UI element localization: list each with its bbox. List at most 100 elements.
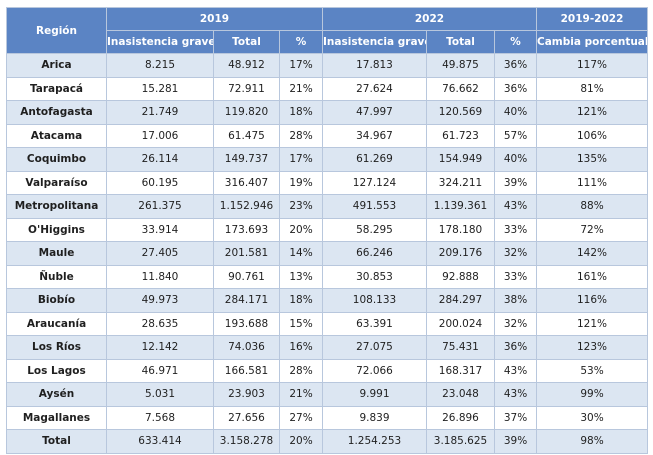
value-cell: 116% bbox=[536, 288, 648, 313]
value-cell: 30.853 bbox=[322, 264, 427, 289]
table-row: Araucanía 28.635 193.688 15% 63.391 200.024 32… bbox=[6, 311, 648, 336]
value-cell: 43% bbox=[494, 382, 537, 407]
region-cell: Metropolitana bbox=[6, 194, 107, 219]
value-cell: 121% bbox=[536, 100, 648, 125]
value-cell: 491.553 bbox=[322, 194, 427, 219]
table-row: Aysén 5.031 23.903 21% 9.991 23.048 43% 99% bbox=[6, 382, 648, 407]
value-cell: 40% bbox=[494, 100, 537, 125]
value-cell: 61.475 bbox=[213, 123, 280, 148]
value-cell: 23.903 bbox=[213, 382, 280, 407]
value-cell: 15.281 bbox=[106, 76, 214, 101]
value-cell: 193.688 bbox=[213, 311, 280, 336]
value-cell: 32% bbox=[494, 241, 537, 266]
group-header: 2019-2022 bbox=[536, 7, 648, 31]
region-cell: Magallanes bbox=[6, 405, 107, 430]
value-cell: 72.911 bbox=[213, 76, 280, 101]
value-cell: 76.662 bbox=[426, 76, 495, 101]
region-cell: Maule bbox=[6, 241, 107, 266]
value-cell: 28% bbox=[279, 358, 323, 383]
table-row: Arica 8.215 48.912 17% 17.813 49.875 36% 117% bbox=[6, 53, 648, 78]
table-row: Valparaíso 60.195 316.407 19% 127.124 324.211… bbox=[6, 170, 648, 195]
value-cell: 27% bbox=[279, 405, 323, 430]
value-cell: 108.133 bbox=[322, 288, 427, 313]
value-cell: 47.997 bbox=[322, 100, 427, 125]
value-cell: 90.761 bbox=[213, 264, 280, 289]
table-body: Arica 8.215 48.912 17% 17.813 49.875 36% 117% Ta… bbox=[6, 53, 648, 454]
value-cell: 121% bbox=[536, 311, 648, 336]
value-cell: 33% bbox=[494, 264, 537, 289]
value-cell: 21% bbox=[279, 382, 323, 407]
value-cell: 61.269 bbox=[322, 147, 427, 172]
value-cell: 57% bbox=[494, 123, 537, 148]
value-cell: 154.949 bbox=[426, 147, 495, 172]
column-header: Inasistencia grave bbox=[322, 30, 427, 54]
value-cell: 28% bbox=[279, 123, 323, 148]
value-cell: 17% bbox=[279, 53, 323, 78]
value-cell: 60.195 bbox=[106, 170, 214, 195]
value-cell: 23.048 bbox=[426, 382, 495, 407]
value-cell: 3.158.278 bbox=[213, 429, 280, 454]
region-cell: Aysén bbox=[6, 382, 107, 407]
region-cell: Los Ríos bbox=[6, 335, 107, 360]
value-cell: 123% bbox=[536, 335, 648, 360]
value-cell: 39% bbox=[494, 170, 537, 195]
group-header: 2019 bbox=[106, 7, 323, 31]
value-cell: 111% bbox=[536, 170, 648, 195]
value-cell: 63.391 bbox=[322, 311, 427, 336]
value-cell: 66.246 bbox=[322, 241, 427, 266]
value-cell: 16% bbox=[279, 335, 323, 360]
value-cell: 9.991 bbox=[322, 382, 427, 407]
column-header: Cambia porcentual bbox=[536, 30, 648, 54]
value-cell: 261.375 bbox=[106, 194, 214, 219]
value-cell: 81% bbox=[536, 76, 648, 101]
value-cell: 36% bbox=[494, 53, 537, 78]
header-cell: Región bbox=[6, 7, 107, 54]
value-cell: 14% bbox=[279, 241, 323, 266]
value-cell: 58.295 bbox=[322, 217, 427, 242]
region-cell: Araucanía bbox=[6, 311, 107, 336]
value-cell: 27.656 bbox=[213, 405, 280, 430]
value-cell: 28.635 bbox=[106, 311, 214, 336]
value-cell: 75.431 bbox=[426, 335, 495, 360]
value-cell: 40% bbox=[494, 147, 537, 172]
value-cell: 30% bbox=[536, 405, 648, 430]
table-row: Tarapacá 15.281 72.911 21% 27.624 76.662 36% 81… bbox=[6, 76, 648, 101]
value-cell: 27.075 bbox=[322, 335, 427, 360]
value-cell: 36% bbox=[494, 335, 537, 360]
value-cell: 8.215 bbox=[106, 53, 214, 78]
value-cell: 21.749 bbox=[106, 100, 214, 125]
value-cell: 200.024 bbox=[426, 311, 495, 336]
value-cell: 36% bbox=[494, 76, 537, 101]
value-cell: 12.142 bbox=[106, 335, 214, 360]
data-table: Región 2019 2022 2019-2022 Inasistencia … bbox=[6, 7, 648, 454]
column-header: % bbox=[279, 30, 323, 54]
value-cell: 1.152.946 bbox=[213, 194, 280, 219]
region-cell: Coquimbo bbox=[6, 147, 107, 172]
table-row: Metropolitana 261.375 1.152.946 23% 491.553 1… bbox=[6, 194, 648, 219]
value-cell: 17.813 bbox=[322, 53, 427, 78]
value-cell: 53% bbox=[536, 358, 648, 383]
table-row: Biobío 49.973 284.171 18% 108.133 284.297 38% 1… bbox=[6, 288, 648, 313]
value-cell: 149.737 bbox=[213, 147, 280, 172]
region-cell: Ñuble bbox=[6, 264, 107, 289]
value-cell: 11.840 bbox=[106, 264, 214, 289]
value-cell: 27.405 bbox=[106, 241, 214, 266]
region-cell: Tarapacá bbox=[6, 76, 107, 101]
column-header: Total bbox=[213, 30, 280, 54]
group-header: 2022 bbox=[322, 7, 537, 31]
value-cell: 119.820 bbox=[213, 100, 280, 125]
value-cell: 161% bbox=[536, 264, 648, 289]
value-cell: 106% bbox=[536, 123, 648, 148]
value-cell: 43% bbox=[494, 358, 537, 383]
header-row: Región 2019 2022 2019-2022 bbox=[6, 7, 648, 54]
region-cell: Atacama bbox=[6, 123, 107, 148]
value-cell: 1.139.361 bbox=[426, 194, 495, 219]
table-row: Antofagasta 21.749 119.820 18% 47.997 120.569… bbox=[6, 100, 648, 125]
value-cell: 38% bbox=[494, 288, 537, 313]
value-cell: 15% bbox=[279, 311, 323, 336]
value-cell: 9.839 bbox=[322, 405, 427, 430]
value-cell: 88% bbox=[536, 194, 648, 219]
value-cell: 209.176 bbox=[426, 241, 495, 266]
region-cell: Biobío bbox=[6, 288, 107, 313]
